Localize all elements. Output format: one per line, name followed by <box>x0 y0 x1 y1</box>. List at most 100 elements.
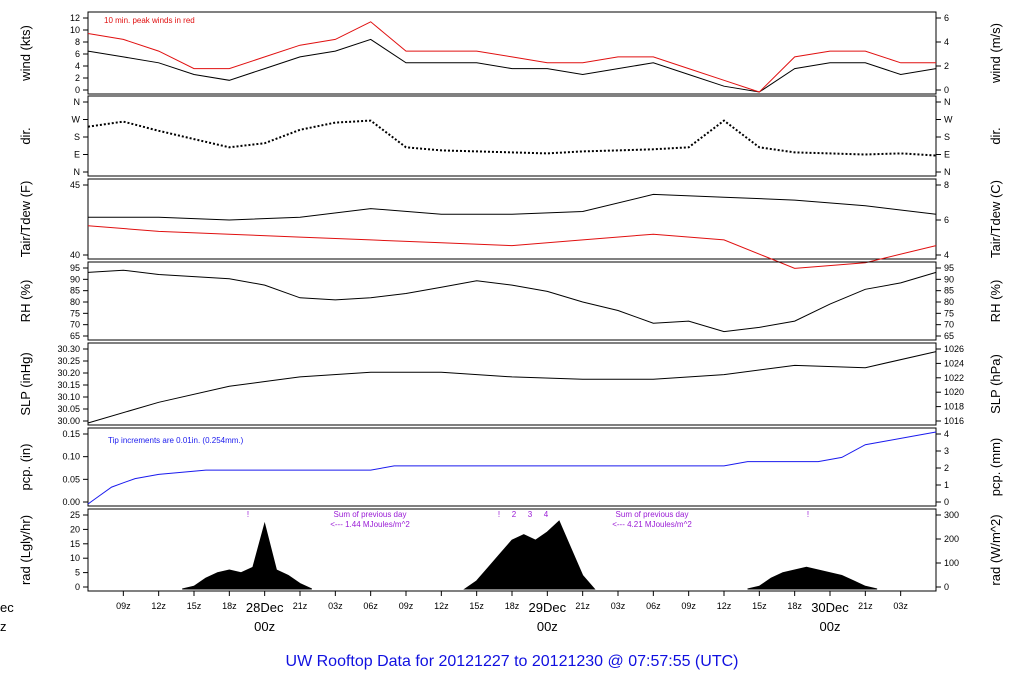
xtick-label: 03z <box>328 601 343 611</box>
panel-temp: Tair/Tdew (F) Tair/Tdew (C) 40 45 4 6 8 <box>18 178 1003 269</box>
ytick-label-left: 30.30 <box>57 344 80 354</box>
ytick-label-right: 4 <box>944 37 949 47</box>
radiation-sum-label: Sum of previous day <box>616 510 689 519</box>
day-time-label: 00z <box>537 619 558 634</box>
ytick-label-left: E <box>74 150 80 160</box>
ytick-label-right: N <box>944 97 951 107</box>
series-Tdew <box>87 225 937 269</box>
ytick-label-left: 2 <box>75 73 80 83</box>
xtick-label: 15z <box>187 601 202 611</box>
ytick-label-right: 200 <box>944 534 959 544</box>
ytick-label-left: 20 <box>70 524 80 534</box>
xtick-label: 09z <box>399 601 414 611</box>
x-axis: 09z 12z 15z 18z 21z 03z 06z 09z 12z 15z 18z 21z 03z 0… <box>0 591 908 634</box>
xtick-label: 21z <box>858 601 873 611</box>
ytick-label-left: 5 <box>75 568 80 578</box>
series-SLP <box>87 351 937 424</box>
ytick-label-right: W <box>944 115 953 125</box>
ylabel-right: SLP (hPa) <box>988 354 1003 414</box>
panel-pcp: pcp. (in) pcp. (mm) 0.00 0.05 0.10 0.15 0 1 2 3 4 T… <box>18 427 1003 507</box>
ytick-label-right: S <box>944 132 950 142</box>
series-wind-direction <box>87 119 937 157</box>
xtick-label: 18z <box>787 601 802 611</box>
ytick-label-left: N <box>74 97 81 107</box>
ytick-label-left: 90 <box>70 274 80 284</box>
panel-annotation: 10 min. peak winds in red <box>104 16 195 25</box>
radiation-mark: 2 <box>512 510 517 519</box>
ytick-label-left: S <box>74 132 80 142</box>
ytick-label-left: 40 <box>70 250 80 260</box>
ylabel-left: rad (Lgly/hr) <box>18 515 33 585</box>
ytick-label-right: 300 <box>944 510 959 520</box>
ytick-label-right: 4 <box>944 429 949 439</box>
ytick-label-right: 100 <box>944 558 959 568</box>
ytick-label-right: 6 <box>944 13 949 23</box>
ylabel-left: RH (%) <box>18 280 33 323</box>
ytick-label-left: 30.00 <box>57 416 80 426</box>
panel-frame <box>87 11 937 95</box>
xtick-label: 21z <box>575 601 590 611</box>
series-RH <box>87 269 937 333</box>
ytick-label-right: 90 <box>944 274 954 284</box>
ytick-label-left: 10 <box>70 553 80 563</box>
radiation-mark: ! <box>807 510 809 519</box>
xtick-label: 09z <box>681 601 696 611</box>
xtick-label: 12z <box>434 601 449 611</box>
radiation-mark: 3 <box>528 510 533 519</box>
ytick-label-left: 75 <box>70 308 80 318</box>
radiation-sum-value: <--- 1.44 MJoules/m^2 <box>330 520 410 529</box>
ylabel-left: SLP (inHg) <box>18 352 33 415</box>
ytick-label-right: 6 <box>944 215 949 225</box>
chart-title: UW Rooftop Data for 20121227 to 20121230… <box>286 653 739 670</box>
ytick-label-right: 1022 <box>944 373 964 383</box>
ytick-label-right: 95 <box>944 263 954 273</box>
day-label-cut: ec <box>0 600 14 615</box>
ytick-label-left: 8 <box>75 37 80 47</box>
xtick-label: 06z <box>363 601 378 611</box>
panel-frame <box>87 178 937 260</box>
ylabel-right: pcp. (mm) <box>988 438 1003 497</box>
radiation-mark: ! <box>498 510 500 519</box>
ytick-label-right: 3 <box>944 446 949 456</box>
ytick-label-right: 2 <box>944 463 949 473</box>
radiation-sum-value: <--- 4.21 MJoules/m^2 <box>612 520 692 529</box>
ytick-label-right: 65 <box>944 331 954 341</box>
series-10-min.-peak <box>87 21 936 93</box>
ytick-label-left: 4 <box>75 61 80 71</box>
ytick-label-right: 1020 <box>944 387 964 397</box>
panel-annotation: Tip increments are 0.01in. (0.254mm.) <box>108 436 244 445</box>
day-label: 30Dec <box>811 600 849 615</box>
ytick-label-left: 95 <box>70 263 80 273</box>
ytick-label-left: 65 <box>70 331 80 341</box>
ytick-label-right: 4 <box>944 250 949 260</box>
ylabel-right: wind (m/s) <box>988 23 1003 84</box>
xtick-label: 09z <box>116 601 131 611</box>
xtick-label: 06z <box>646 601 661 611</box>
ytick-label-right: 1024 <box>944 358 964 368</box>
ylabel-left: pcp. (in) <box>18 444 33 491</box>
ytick-label-right: 85 <box>944 286 954 296</box>
ytick-label-right: 0 <box>944 582 949 592</box>
ytick-label-right: 2 <box>944 61 949 71</box>
xtick-label: 21z <box>293 601 308 611</box>
ytick-label-left: 0.05 <box>62 474 80 484</box>
day-time-label: 00z <box>254 619 275 634</box>
ytick-label-right: 1026 <box>944 344 964 354</box>
ytick-label-left: 25 <box>70 510 80 520</box>
ytick-label-left: 30.15 <box>57 380 80 390</box>
ytick-label-right: 80 <box>944 297 954 307</box>
ytick-label-left: 30.25 <box>57 356 80 366</box>
ytick-label-right: 0 <box>944 497 949 507</box>
ytick-label-right: 1 <box>944 480 949 490</box>
panel-slp: SLP (inHg) SLP (hPa) 30.00 30.05 30.10 30.15 3… <box>18 342 1003 426</box>
ytick-label-right: 1018 <box>944 402 964 412</box>
xtick-label: 15z <box>469 601 484 611</box>
xtick-label: 15z <box>752 601 767 611</box>
ytick-label-left: 30.20 <box>57 368 80 378</box>
ytick-label-left: 6 <box>75 49 80 59</box>
xtick-label: 18z <box>222 601 237 611</box>
ytick-label-left: 30.05 <box>57 404 80 414</box>
ytick-label-left: 0 <box>75 85 80 95</box>
ylabel-left: wind (kts) <box>18 25 33 82</box>
